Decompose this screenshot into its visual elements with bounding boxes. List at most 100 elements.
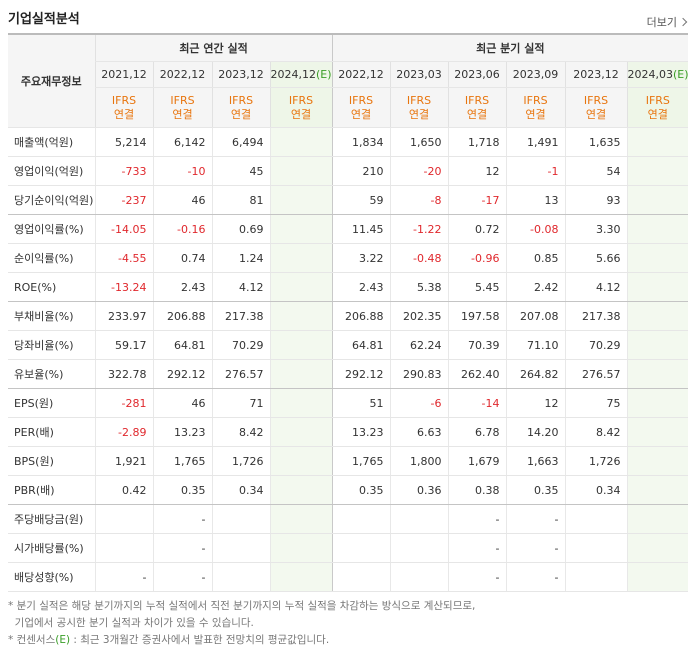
basis: 연결	[172, 107, 193, 121]
value-cell: 1,921	[94, 446, 153, 476]
basis: 연결	[525, 107, 546, 121]
data-row: 시가배당률(%) - - -	[8, 533, 689, 563]
value-cell	[626, 504, 689, 534]
group-header: 최근 분기 실적	[331, 33, 689, 62]
row-label: PER(배)	[8, 417, 95, 447]
data-row: 영업이익(억원) -733 -10 45 210 -20 12 -1 54	[8, 156, 689, 186]
value-cell: 59	[331, 185, 391, 215]
value-cell: -	[505, 504, 566, 534]
basis: 연결	[113, 107, 135, 121]
row-label: 배당성향(%)	[8, 562, 95, 592]
value-cell: -	[152, 533, 212, 563]
value-cell: -0.16	[152, 214, 212, 244]
value-cell: -0.48	[389, 243, 449, 273]
value-cell: 71.10	[505, 330, 566, 360]
header-row: IFRS 연결 IFRS 연결 IFRS 연결 IFRS 연결 IFRS 연결 IFRS 연결 IFRS…	[8, 87, 689, 128]
value-cell: 262.40	[447, 359, 507, 389]
note-text: : 최근 3개월간 증권사에서 발표한 전망치의 평균값입니다.	[70, 634, 330, 646]
note-line: * 컨센서스(E) : 최근 3개월간 증권사에서 발표한 전망치의 평균값입니…	[8, 632, 475, 649]
basis-header: IFRS 연결	[564, 87, 628, 128]
basis-header: IFRS 연결	[211, 87, 270, 128]
basis: IFRS	[111, 93, 137, 107]
row-label: PBR(배)	[8, 475, 95, 505]
row-label: BPS(원)	[8, 446, 95, 476]
basis: IFRS	[228, 93, 254, 107]
value-cell	[331, 504, 391, 534]
value-cell: 1,650	[389, 127, 449, 157]
value-cell	[626, 185, 689, 215]
value-cell: -281	[94, 388, 153, 418]
header-row: 주요재무정보 최근 연간 실적 최근 분기 실적	[8, 33, 689, 128]
value-cell: 1,679	[447, 446, 507, 476]
value-cell: 0.72	[447, 214, 507, 244]
value-cell: 45	[211, 156, 270, 186]
value-cell	[269, 301, 333, 331]
value-cell: 59.17	[94, 330, 153, 360]
value-cell: 1,718	[447, 127, 507, 157]
estimate-mark: (E)	[673, 68, 689, 81]
value-cell: 75	[564, 388, 628, 418]
period-header: 2021,12	[94, 61, 153, 88]
value-cell: -10	[152, 156, 212, 186]
arrow-icon	[678, 17, 688, 27]
value-cell: 5.38	[389, 272, 449, 302]
value-cell: 5.66	[564, 243, 628, 273]
value-cell: 290.83	[389, 359, 449, 389]
value-cell: 62.24	[389, 330, 449, 360]
value-cell: 322.78	[94, 359, 153, 389]
value-cell: 1,765	[152, 446, 212, 476]
value-cell	[626, 330, 689, 360]
more-text[interactable]: 더보기	[646, 16, 677, 29]
value-cell: 4.12	[211, 272, 270, 302]
value-cell: 6.63	[389, 417, 449, 447]
period-header: 2023,12	[211, 61, 270, 88]
value-cell: -6	[389, 388, 449, 418]
note-text: * 컨센서스	[8, 634, 56, 646]
more-link[interactable]: 더보기	[646, 14, 688, 30]
data-row: 당좌비율(%) 59.17 64.81 70.29 64.81 62.24 70.39 71.…	[8, 330, 689, 360]
period: 2023,06	[454, 68, 500, 81]
value-cell: 1,800	[389, 446, 449, 476]
value-cell: 5.45	[447, 272, 507, 302]
value-cell	[94, 533, 153, 563]
value-cell: 0.35	[331, 475, 391, 505]
value-cell: 70.29	[211, 330, 270, 360]
value-cell: 292.12	[331, 359, 391, 389]
value-cell	[269, 533, 333, 563]
row-label: ROE(%)	[8, 272, 95, 302]
value-cell: 8.42	[564, 417, 628, 447]
value-cell: 6,142	[152, 127, 212, 157]
row-label: 당좌비율(%)	[8, 330, 95, 360]
value-cell: 0.34	[211, 475, 270, 505]
data-row: 매출액(억원) 5,214 6,142 6,494 1,834 1,650 1,718 1,4…	[8, 127, 689, 157]
basis: IFRS	[645, 93, 670, 107]
value-cell: 70.29	[564, 330, 628, 360]
value-cell: 2.42	[505, 272, 566, 302]
value-cell: 276.57	[564, 359, 628, 389]
value-cell: 1,635	[564, 127, 628, 157]
value-cell: 46	[152, 388, 212, 418]
value-cell: 264.82	[505, 359, 566, 389]
value-cell	[389, 504, 449, 534]
row-label: 매출액(억원)	[8, 127, 95, 157]
row-label: 유보율(%)	[8, 359, 95, 389]
value-cell	[626, 533, 689, 563]
table-head: 주요재무정보 최근 연간 실적 최근 분기 실적 2021,12 2022,12 2023…	[8, 33, 689, 128]
row-label: 시가배당률(%)	[8, 533, 95, 563]
value-cell: 2.43	[331, 272, 391, 302]
value-cell: -	[505, 533, 566, 563]
value-cell	[626, 359, 689, 389]
value-cell: 0.74	[152, 243, 212, 273]
period: 2024,12	[270, 68, 317, 81]
value-cell: 11.45	[331, 214, 391, 244]
value-cell	[211, 504, 270, 534]
table-body: 매출액(억원) 5,214 6,142 6,494 1,834 1,650 1,718 1,4…	[8, 127, 689, 592]
value-cell	[626, 156, 689, 186]
value-cell: -13.24	[94, 272, 153, 302]
value-cell: -237	[94, 185, 153, 215]
value-cell: 64.81	[152, 330, 212, 360]
value-cell	[269, 388, 333, 418]
value-cell	[564, 504, 628, 534]
value-cell: 54	[564, 156, 628, 186]
value-cell: 233.97	[94, 301, 153, 331]
